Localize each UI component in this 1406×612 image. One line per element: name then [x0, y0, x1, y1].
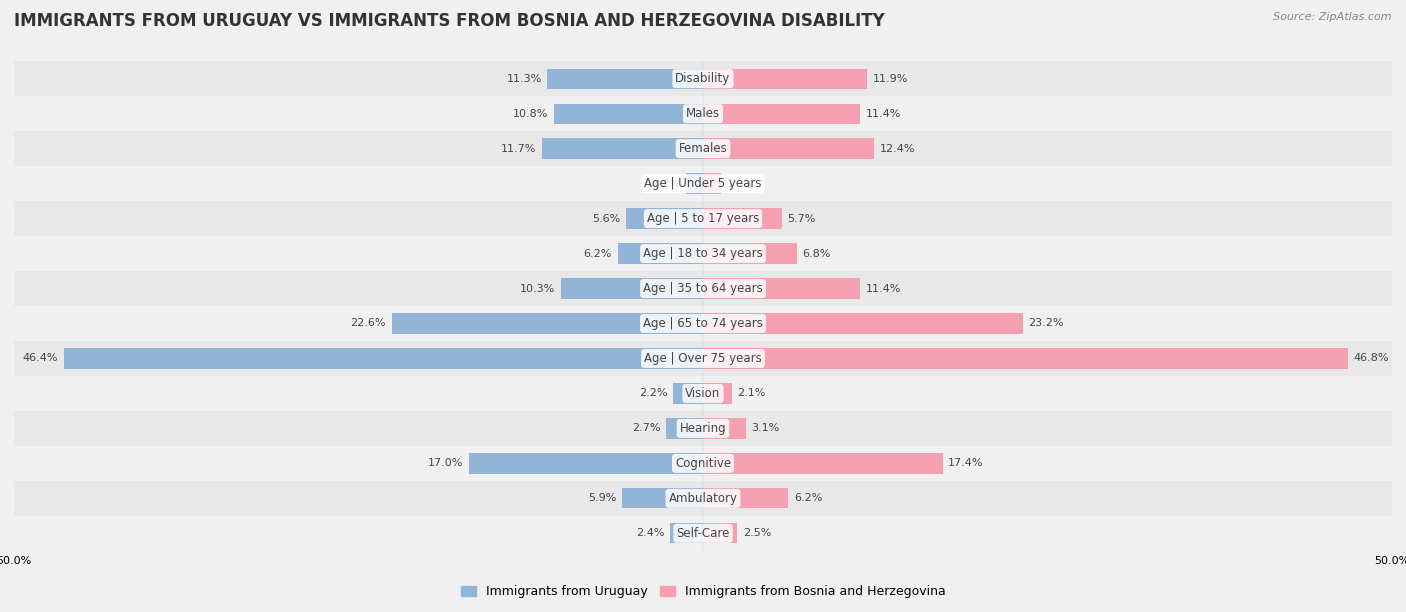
Text: 11.4%: 11.4% [866, 109, 901, 119]
Bar [626, 209, 703, 229]
Text: 1.3%: 1.3% [727, 179, 755, 188]
Bar [14, 516, 1392, 551]
Bar [14, 131, 1392, 166]
Bar [63, 348, 703, 368]
Text: Age | 18 to 34 years: Age | 18 to 34 years [643, 247, 763, 260]
Text: Age | 35 to 64 years: Age | 35 to 64 years [643, 282, 763, 295]
Bar [703, 173, 721, 194]
Bar [14, 271, 1392, 306]
Text: 46.4%: 46.4% [22, 354, 58, 364]
Bar [14, 166, 1392, 201]
Text: 6.8%: 6.8% [803, 248, 831, 258]
Bar [14, 61, 1392, 96]
Text: Hearing: Hearing [679, 422, 727, 435]
Text: 17.4%: 17.4% [948, 458, 984, 468]
Bar [703, 138, 875, 159]
Bar [703, 278, 860, 299]
Text: 3.1%: 3.1% [751, 424, 779, 433]
Text: 2.4%: 2.4% [636, 528, 665, 539]
Bar [703, 418, 745, 439]
Bar [686, 173, 703, 194]
Legend: Immigrants from Uruguay, Immigrants from Bosnia and Herzegovina: Immigrants from Uruguay, Immigrants from… [456, 580, 950, 603]
Bar [547, 69, 703, 89]
Bar [14, 341, 1392, 376]
Text: 11.9%: 11.9% [873, 73, 908, 84]
Text: Ambulatory: Ambulatory [668, 492, 738, 505]
Text: 12.4%: 12.4% [879, 144, 915, 154]
Bar [14, 236, 1392, 271]
Bar [703, 209, 782, 229]
Text: Age | 5 to 17 years: Age | 5 to 17 years [647, 212, 759, 225]
Text: 22.6%: 22.6% [350, 318, 387, 329]
Bar [621, 488, 703, 509]
Text: 5.6%: 5.6% [592, 214, 620, 223]
Text: Age | Over 75 years: Age | Over 75 years [644, 352, 762, 365]
Text: 11.4%: 11.4% [866, 283, 901, 294]
Bar [14, 306, 1392, 341]
Text: 46.8%: 46.8% [1354, 354, 1389, 364]
Bar [14, 446, 1392, 481]
Text: Self-Care: Self-Care [676, 527, 730, 540]
Text: 10.3%: 10.3% [520, 283, 555, 294]
Text: IMMIGRANTS FROM URUGUAY VS IMMIGRANTS FROM BOSNIA AND HERZEGOVINA DISABILITY: IMMIGRANTS FROM URUGUAY VS IMMIGRANTS FR… [14, 12, 884, 30]
Text: 23.2%: 23.2% [1028, 318, 1064, 329]
Text: 11.3%: 11.3% [506, 73, 541, 84]
Bar [669, 523, 703, 543]
Bar [703, 523, 738, 543]
Bar [703, 453, 943, 474]
Text: 5.9%: 5.9% [588, 493, 616, 503]
Bar [617, 244, 703, 264]
Text: 10.8%: 10.8% [513, 109, 548, 119]
Text: Age | 65 to 74 years: Age | 65 to 74 years [643, 317, 763, 330]
Text: 2.5%: 2.5% [742, 528, 772, 539]
Text: Age | Under 5 years: Age | Under 5 years [644, 177, 762, 190]
Bar [703, 244, 797, 264]
Bar [703, 69, 868, 89]
Bar [392, 313, 703, 334]
Bar [14, 96, 1392, 131]
Text: 5.7%: 5.7% [787, 214, 815, 223]
Bar [14, 201, 1392, 236]
Text: 17.0%: 17.0% [427, 458, 463, 468]
Bar [703, 383, 733, 403]
Text: Males: Males [686, 107, 720, 120]
Bar [561, 278, 703, 299]
Bar [703, 488, 789, 509]
Text: 2.7%: 2.7% [631, 424, 661, 433]
Bar [541, 138, 703, 159]
Bar [14, 411, 1392, 446]
Bar [703, 313, 1022, 334]
Bar [672, 383, 703, 403]
Bar [554, 103, 703, 124]
Text: 1.2%: 1.2% [652, 179, 681, 188]
Text: Cognitive: Cognitive [675, 457, 731, 470]
Bar [14, 376, 1392, 411]
Text: 11.7%: 11.7% [501, 144, 536, 154]
Bar [703, 103, 860, 124]
Text: 6.2%: 6.2% [794, 493, 823, 503]
Bar [14, 481, 1392, 516]
Text: Females: Females [679, 142, 727, 155]
Text: Source: ZipAtlas.com: Source: ZipAtlas.com [1274, 12, 1392, 22]
Text: Disability: Disability [675, 72, 731, 85]
Bar [703, 348, 1348, 368]
Text: 2.2%: 2.2% [638, 389, 668, 398]
Text: Vision: Vision [685, 387, 721, 400]
Bar [468, 453, 703, 474]
Text: 6.2%: 6.2% [583, 248, 612, 258]
Text: 2.1%: 2.1% [738, 389, 766, 398]
Bar [666, 418, 703, 439]
